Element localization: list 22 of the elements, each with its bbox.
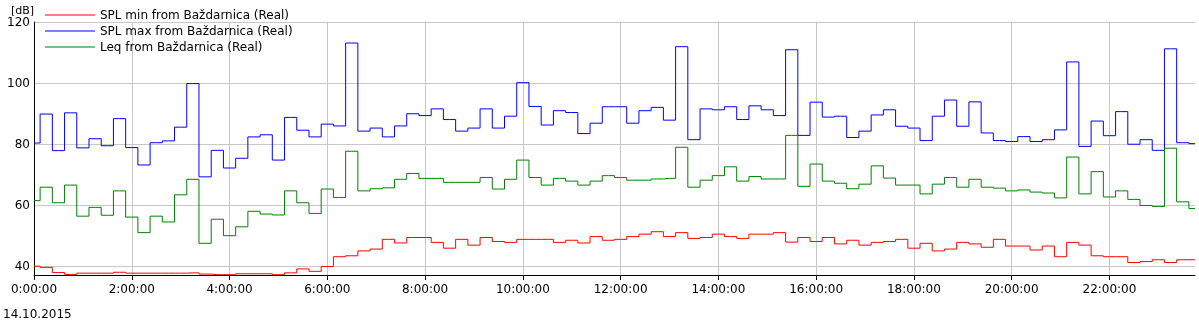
x-tick-label: 18:00:00 [886, 282, 941, 296]
y-tick-label: 120 [7, 15, 30, 29]
y-tick-label: 40 [14, 258, 30, 273]
legend-label: SPL max from Baždarnica (Real) [100, 24, 293, 38]
x-tick-label: 10:00:00 [495, 282, 550, 296]
y-tick-label: 100 [7, 75, 30, 90]
x-tick-label: 4:00:00 [206, 282, 253, 296]
y-tick-label: 80 [14, 136, 30, 151]
x-tick-label: 6:00:00 [304, 282, 351, 296]
x-tick-label: 14:00:00 [691, 282, 746, 296]
x-tick-label: 2:00:00 [108, 282, 155, 296]
y-axis-title: [dB] [10, 4, 34, 17]
text: 14.10.2015 [3, 307, 72, 321]
x-tick-label: 0:00:00 [10, 282, 58, 296]
x-tick-label: 20:00:00 [984, 282, 1039, 296]
x-tick-label: 16:00:00 [789, 282, 844, 296]
x-tick-label: 12:00:00 [593, 282, 648, 296]
x-tick-label: 8:00:00 [401, 282, 449, 296]
legend-label: Leq from Baždarnica (Real) [100, 40, 263, 54]
x-tick-label: 22:00:00 [1082, 282, 1137, 296]
legend-label: SPL min from Baždarnica (Real) [100, 8, 290, 22]
y-tick-label: 60 [14, 197, 30, 212]
